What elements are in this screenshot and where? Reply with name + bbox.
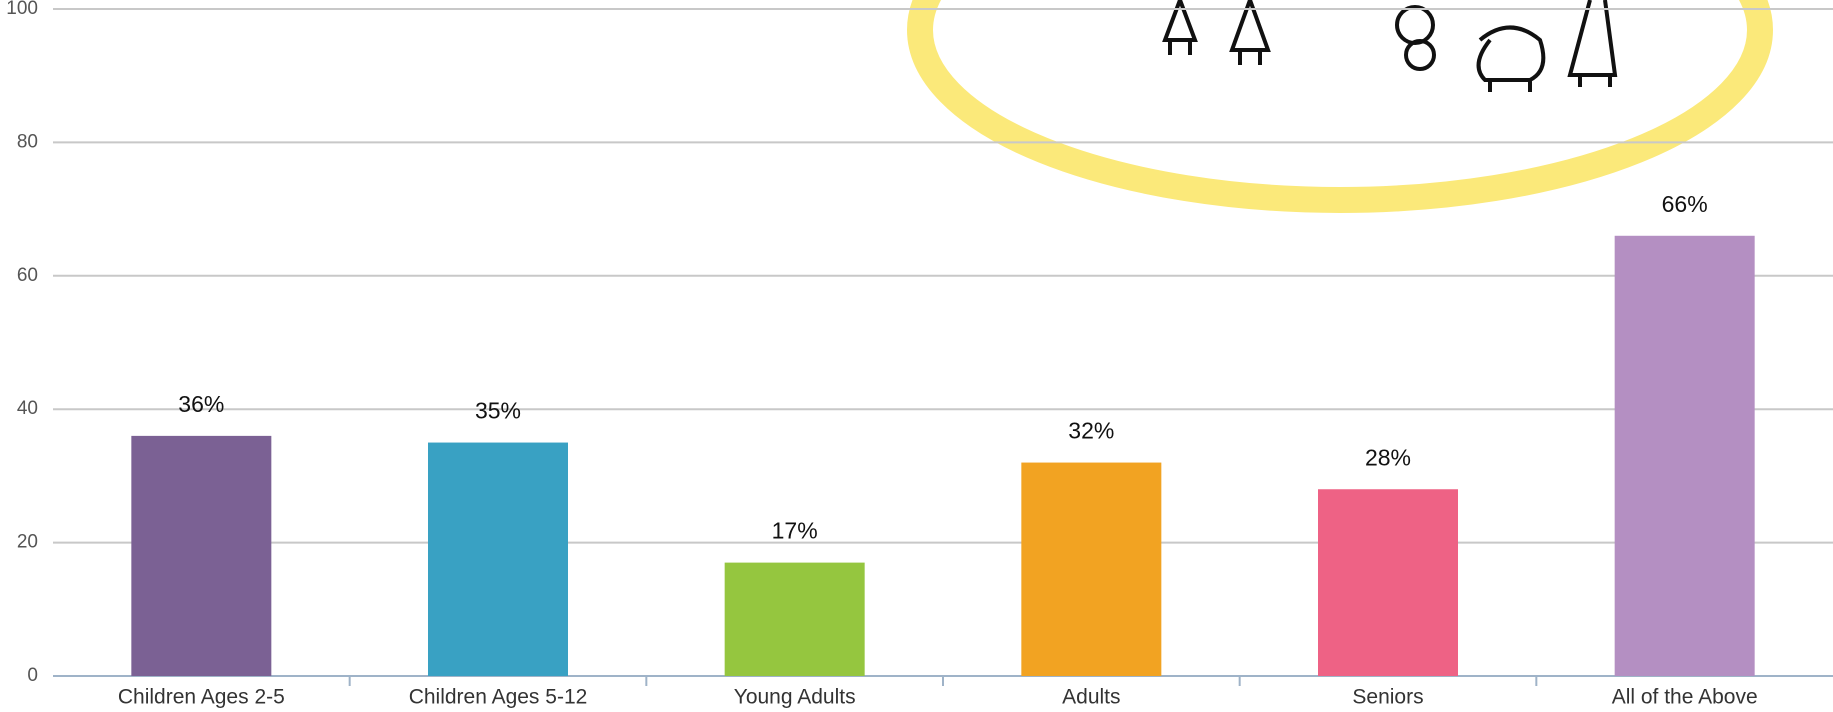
highlight-ellipse [907, 0, 1773, 213]
value-label: 35% [475, 398, 521, 424]
y-tick-label: 60 [17, 265, 38, 286]
x-tick-label: Seniors [1352, 686, 1423, 709]
bar [1021, 462, 1162, 676]
x-tick-label: Young Adults [734, 686, 856, 709]
doodles [1162, 0, 1618, 92]
x-tick-label: Adults [1062, 686, 1120, 709]
y-tick-label: 40 [17, 398, 38, 419]
bar [724, 562, 865, 676]
value-label: 17% [772, 518, 818, 544]
value-label: 32% [1068, 418, 1114, 444]
x-tick-label: Children Ages 2-5 [118, 686, 285, 709]
decoration [907, 0, 1773, 213]
bar [1614, 235, 1755, 676]
value-label: 36% [178, 391, 224, 417]
y-tick-label: 20 [17, 532, 38, 553]
y-tick-label: 80 [17, 131, 38, 152]
y-tick-label: 0 [27, 665, 38, 686]
bar [1318, 489, 1458, 676]
x-tick-label: All of the Above [1612, 686, 1758, 709]
value-label: 66% [1662, 191, 1708, 217]
bar [428, 442, 568, 676]
y-tick-label: 100 [6, 0, 38, 19]
value-label: 28% [1365, 444, 1411, 470]
x-tick-label: Children Ages 5-12 [409, 686, 588, 709]
bar [131, 435, 272, 676]
